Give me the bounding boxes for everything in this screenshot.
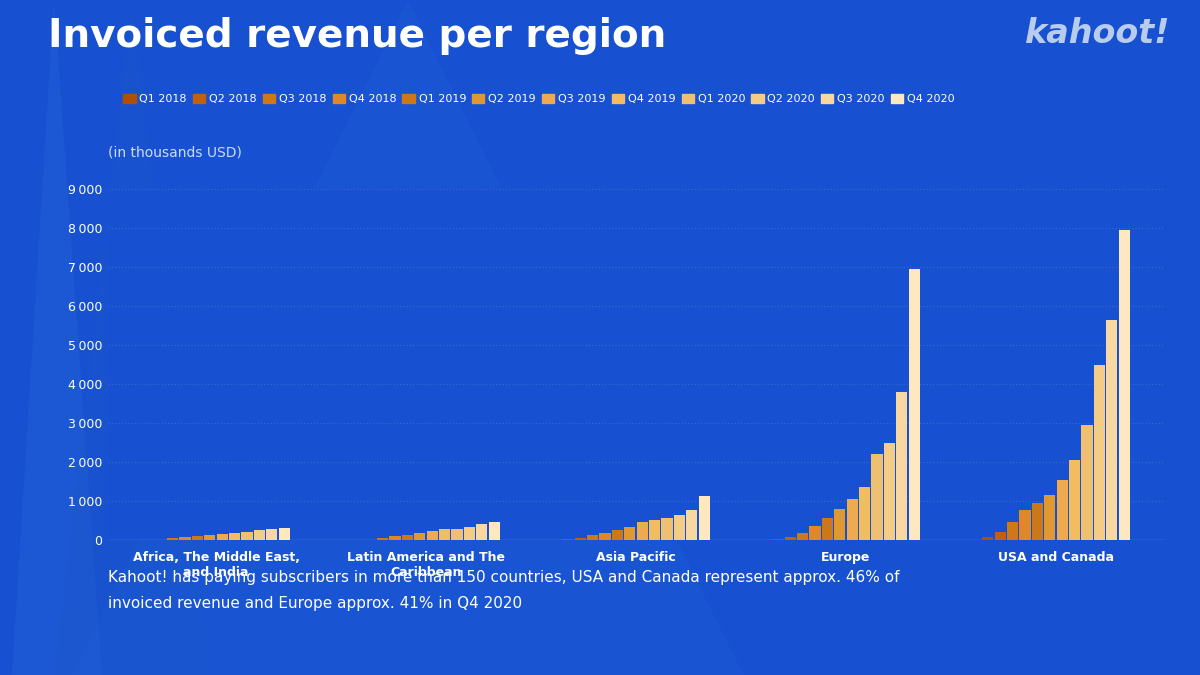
Bar (1106, 320, 1117, 540)
Bar (661, 518, 673, 540)
Bar (414, 533, 426, 540)
Bar (908, 269, 920, 540)
Bar (822, 518, 833, 540)
Bar (1032, 503, 1043, 540)
Text: Invoiced revenue per region: Invoiced revenue per region (48, 17, 666, 55)
Bar (1081, 425, 1092, 540)
Bar (797, 533, 808, 540)
Bar (772, 539, 784, 540)
Bar (686, 510, 697, 540)
Bar (204, 535, 216, 540)
Bar (871, 454, 882, 540)
Bar (1044, 495, 1055, 540)
Bar (575, 538, 586, 540)
Bar (167, 538, 178, 540)
Bar (809, 526, 821, 540)
Bar (1007, 522, 1018, 540)
Text: Kahoot! has paying subscribers in more than 150 countries, USA and Canada repres: Kahoot! has paying subscribers in more t… (108, 570, 900, 611)
Bar (180, 537, 191, 540)
Bar (698, 496, 710, 540)
Bar (254, 531, 265, 540)
Bar (562, 539, 574, 540)
Bar (637, 522, 648, 540)
Bar (884, 443, 895, 540)
Bar (402, 535, 413, 540)
Bar (377, 538, 388, 540)
Bar (1069, 460, 1080, 540)
Bar (266, 529, 277, 540)
Legend: Q1 2018, Q2 2018, Q3 2018, Q4 2018, Q1 2019, Q2 2019, Q3 2019, Q4 2019, Q1 2020,: Q1 2018, Q2 2018, Q3 2018, Q4 2018, Q1 2… (119, 89, 959, 109)
Bar (785, 537, 796, 540)
Bar (241, 532, 253, 540)
Text: kahoot!: kahoot! (1025, 17, 1170, 50)
Bar (476, 524, 487, 540)
Bar (390, 537, 401, 540)
Bar (859, 487, 870, 540)
Bar (834, 509, 845, 540)
Bar (982, 537, 994, 540)
Bar (451, 529, 463, 540)
Bar (1056, 479, 1068, 540)
Bar (896, 392, 907, 540)
Bar (278, 528, 290, 540)
Bar (1118, 230, 1129, 540)
Bar (587, 535, 598, 540)
Bar (464, 526, 475, 540)
Bar (995, 532, 1006, 540)
Bar (217, 533, 228, 540)
Bar (599, 533, 611, 540)
Bar (192, 536, 203, 540)
Bar (1094, 364, 1105, 540)
Bar (612, 530, 623, 540)
Bar (427, 531, 438, 540)
Bar (846, 499, 858, 540)
Bar (439, 529, 450, 540)
Bar (1019, 510, 1031, 540)
Bar (229, 533, 240, 540)
Bar (488, 522, 500, 540)
Bar (624, 527, 635, 540)
Text: (in thousands USD): (in thousands USD) (108, 145, 242, 159)
Bar (649, 520, 660, 540)
Bar (674, 514, 685, 540)
